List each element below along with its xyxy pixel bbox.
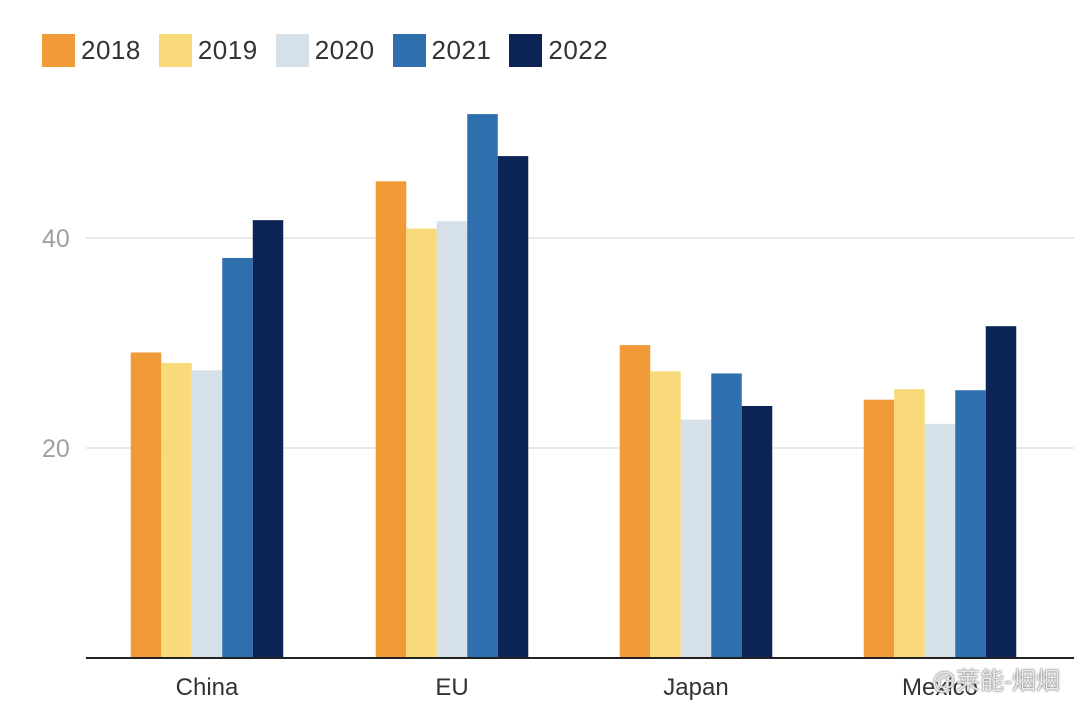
x-tick-label-eu: EU xyxy=(435,674,468,701)
legend-item-2022: 2022 xyxy=(509,34,608,67)
bar-eu-2018 xyxy=(375,181,407,659)
bar-china-2019 xyxy=(161,362,192,658)
bar-mexico-2018 xyxy=(863,399,895,658)
bar-mexico-2020 xyxy=(924,423,956,658)
x-tick-label-mexico: Mexico xyxy=(902,674,978,701)
legend-label-2022: 2022 xyxy=(548,35,609,65)
legend-label-2021: 2021 xyxy=(431,35,492,65)
x-tick-label-china: China xyxy=(176,674,239,701)
legend-item-2019: 2019 xyxy=(158,34,258,67)
legend-item-2018: 2018 xyxy=(42,34,141,67)
y-tick-label-40: 40 xyxy=(42,225,70,253)
bar-eu-2019 xyxy=(406,228,437,659)
legend: 2018 2019 2020 2021 2022 xyxy=(42,34,626,67)
x-tick-label-japan: Japan xyxy=(663,674,728,701)
legend-swatch-2018 xyxy=(42,34,75,67)
bar-china-2021 xyxy=(222,257,253,658)
legend-swatch-2021 xyxy=(392,34,426,67)
bar-china-2022 xyxy=(252,220,284,658)
bar-mexico-2022 xyxy=(985,326,1017,658)
legend-swatch-2020 xyxy=(275,34,309,67)
bar-japan-2022 xyxy=(741,406,773,658)
legend-label-2018: 2018 xyxy=(81,35,141,65)
legend-swatch-2019 xyxy=(158,34,192,67)
bar-japan-2021 xyxy=(711,373,742,658)
legend-label-2020: 2020 xyxy=(314,35,375,65)
bar-japan-2020 xyxy=(680,419,712,658)
bar-japan-2018 xyxy=(619,345,651,658)
y-tick-label-20: 20 xyxy=(42,435,70,463)
legend-item-2020: 2020 xyxy=(275,34,375,67)
bar-eu-2022 xyxy=(497,156,529,658)
bar-eu-2020 xyxy=(436,221,468,658)
bar-china-2020 xyxy=(191,370,223,658)
bar-mexico-2021 xyxy=(955,390,986,658)
bar-china-2018 xyxy=(130,352,162,658)
legend-item-2021: 2021 xyxy=(392,34,492,67)
bar-eu-2021 xyxy=(467,114,498,659)
bar-japan-2019 xyxy=(650,371,681,658)
legend-label-2019: 2019 xyxy=(197,35,258,65)
bar-mexico-2019 xyxy=(894,389,925,658)
legend-swatch-2022 xyxy=(509,34,543,67)
watermark: @莱能-烟烟 xyxy=(931,668,1060,695)
